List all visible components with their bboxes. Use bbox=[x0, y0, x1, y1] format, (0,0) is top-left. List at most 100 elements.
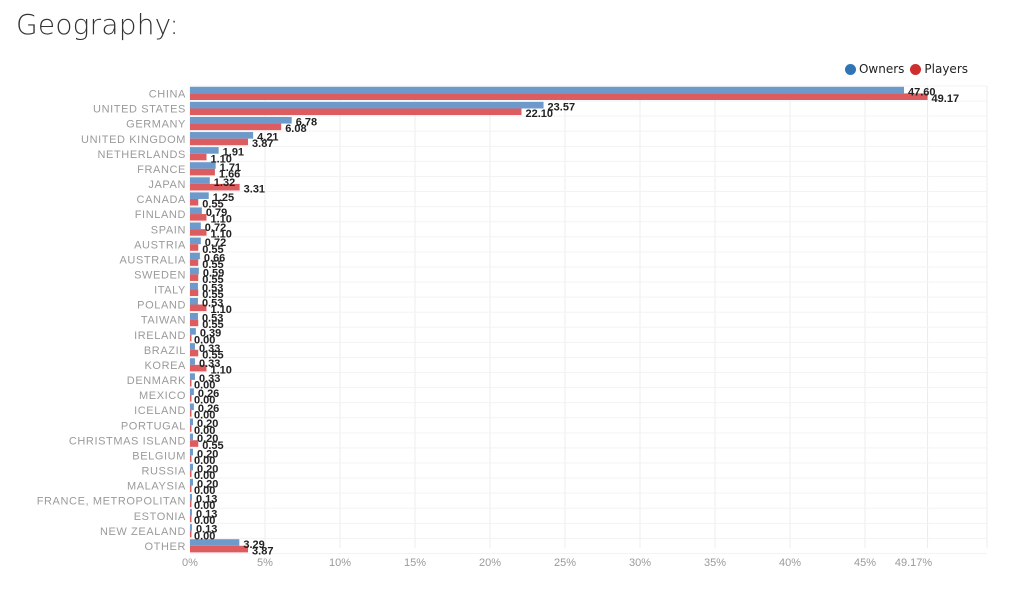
horizontal-gridlines bbox=[190, 85, 987, 554]
bar-owners[interactable] bbox=[190, 388, 194, 395]
bar-owners[interactable] bbox=[190, 116, 292, 124]
bar-owners[interactable] bbox=[190, 478, 193, 486]
category-label: UNITED STATES bbox=[93, 104, 186, 116]
bar-players[interactable] bbox=[190, 168, 215, 176]
bar-players[interactable] bbox=[190, 183, 240, 191]
x-tick-label: 25% bbox=[554, 557, 576, 569]
legend-item-players[interactable]: Players bbox=[910, 62, 968, 76]
bar-players[interactable] bbox=[190, 93, 928, 100]
page-title: Geography: bbox=[16, 8, 180, 41]
value-label-players: 0.00 bbox=[194, 334, 215, 346]
bar-owners[interactable] bbox=[190, 418, 193, 426]
bar-owners[interactable] bbox=[190, 433, 193, 441]
bar-players[interactable] bbox=[190, 334, 192, 342]
bar-players[interactable] bbox=[190, 500, 192, 508]
bar-players[interactable] bbox=[190, 289, 199, 297]
bar-players[interactable] bbox=[190, 108, 522, 116]
bar-owners[interactable] bbox=[190, 539, 240, 546]
category-label: AUSTRALIA bbox=[119, 254, 186, 266]
value-label-owners: 0.33 bbox=[199, 373, 220, 385]
value-label-players: 0.00 bbox=[194, 485, 215, 497]
value-label-owners: 0.13 bbox=[196, 494, 217, 506]
category-label: MALAYSIA bbox=[127, 481, 186, 493]
value-label-players: 0.55 bbox=[202, 199, 223, 211]
bar-players[interactable] bbox=[190, 545, 249, 553]
bar-owners[interactable] bbox=[190, 373, 195, 380]
bar-players[interactable] bbox=[190, 455, 192, 462]
bar-owners[interactable] bbox=[190, 147, 219, 154]
bar-owners[interactable] bbox=[190, 222, 201, 230]
bar-owners[interactable] bbox=[190, 192, 209, 199]
bar-owners[interactable] bbox=[190, 86, 904, 94]
bar-players[interactable] bbox=[190, 515, 192, 523]
bar-players[interactable] bbox=[190, 470, 192, 477]
bar-owners[interactable] bbox=[190, 328, 196, 335]
value-label-players: 1.10 bbox=[211, 229, 232, 241]
bar-owners[interactable] bbox=[190, 313, 198, 320]
category-label: POLAND bbox=[137, 300, 186, 312]
value-label-players: 0.55 bbox=[202, 244, 223, 256]
value-label-owners: 0.79 bbox=[206, 207, 227, 219]
value-label-owners: 0.20 bbox=[197, 448, 218, 460]
bar-players[interactable] bbox=[190, 319, 199, 327]
bar-players[interactable] bbox=[190, 198, 199, 206]
bar-players[interactable] bbox=[190, 123, 282, 131]
value-label-owners: 0.66 bbox=[204, 252, 225, 264]
bar-owners[interactable] bbox=[190, 162, 216, 169]
bar-players[interactable] bbox=[190, 304, 207, 312]
bar-owners[interactable] bbox=[190, 282, 198, 290]
bar-players[interactable] bbox=[190, 440, 199, 447]
value-label-players: 1.10 bbox=[211, 304, 232, 316]
bar-players[interactable] bbox=[190, 364, 207, 372]
category-label: CHINA bbox=[149, 89, 186, 101]
bar-owners[interactable] bbox=[190, 132, 254, 139]
bar-players[interactable] bbox=[190, 485, 192, 493]
value-label-players: 49.17 bbox=[932, 93, 960, 105]
bar-players[interactable] bbox=[190, 259, 199, 266]
bar-owners[interactable] bbox=[190, 237, 201, 245]
bar-owners[interactable] bbox=[190, 493, 192, 501]
category-label: SPAIN bbox=[151, 224, 186, 236]
value-label-players: 0.55 bbox=[202, 440, 223, 452]
bar-players[interactable] bbox=[190, 244, 199, 251]
bar-players[interactable] bbox=[190, 153, 207, 161]
bar-owners[interactable] bbox=[190, 448, 193, 456]
value-label-players: 0.00 bbox=[194, 425, 215, 437]
value-label-players: 1.10 bbox=[211, 364, 232, 376]
bar-owners[interactable] bbox=[190, 463, 193, 471]
value-label-owners: 0.53 bbox=[202, 298, 223, 310]
vertical-gridlines bbox=[189, 86, 988, 548]
bar-players[interactable] bbox=[190, 274, 199, 281]
value-label-owners: 0.72 bbox=[205, 222, 226, 234]
bar-players[interactable] bbox=[190, 349, 199, 357]
bar-owners[interactable] bbox=[190, 177, 210, 184]
bar-players[interactable] bbox=[190, 214, 207, 221]
x-tick-label: 30% bbox=[629, 557, 651, 569]
bar-owners[interactable] bbox=[190, 267, 199, 275]
x-tick-label: 20% bbox=[479, 557, 501, 569]
value-label-owners: 0.53 bbox=[202, 313, 223, 325]
bar-players[interactable] bbox=[190, 138, 249, 146]
category-label: IRELAND bbox=[134, 330, 186, 342]
bar-owners[interactable] bbox=[190, 297, 198, 305]
bar-players[interactable] bbox=[190, 530, 192, 538]
bar-players[interactable] bbox=[190, 395, 192, 402]
bar-owners[interactable] bbox=[190, 403, 194, 411]
category-label: JAPAN bbox=[148, 179, 186, 191]
value-label-players: 0.00 bbox=[194, 380, 215, 392]
chart-legend: Owners Players bbox=[839, 62, 968, 76]
value-label-players: 0.55 bbox=[202, 289, 223, 301]
bar-players[interactable] bbox=[190, 410, 192, 417]
bar-owners[interactable] bbox=[190, 101, 544, 109]
bar-owners[interactable] bbox=[190, 509, 192, 516]
bar-players[interactable] bbox=[190, 229, 207, 236]
bar-players[interactable] bbox=[190, 379, 192, 387]
bar-owners[interactable] bbox=[190, 343, 195, 350]
bar-owners[interactable] bbox=[190, 207, 202, 215]
bar-owners[interactable] bbox=[190, 524, 192, 531]
legend-item-owners[interactable]: Owners bbox=[844, 62, 904, 76]
bar-owners[interactable] bbox=[190, 252, 200, 260]
category-label: RUSSIA bbox=[141, 466, 186, 478]
bar-players[interactable] bbox=[190, 425, 192, 432]
bar-owners[interactable] bbox=[190, 358, 195, 365]
